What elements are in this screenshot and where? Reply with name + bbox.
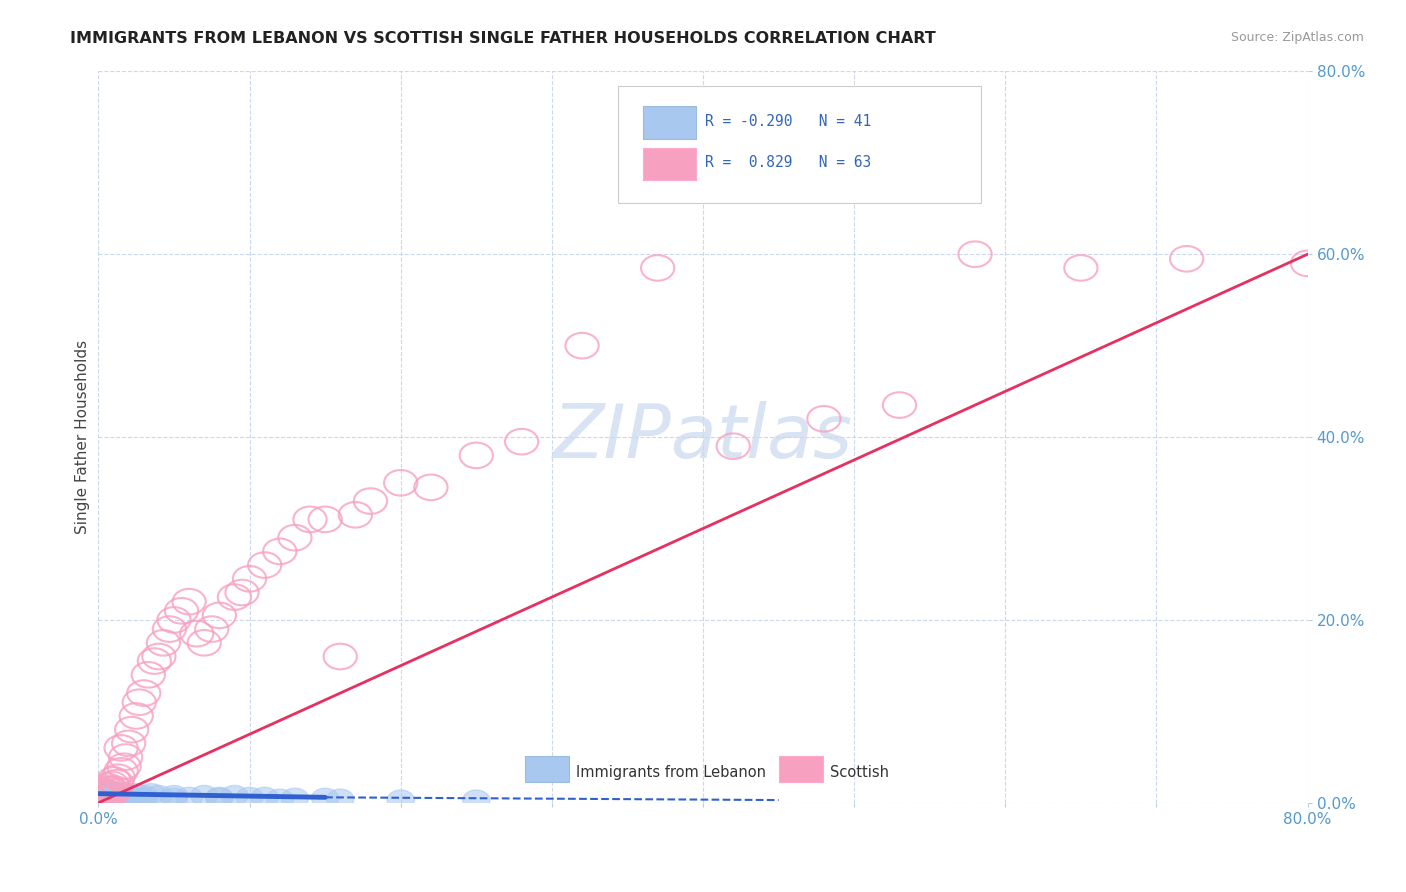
Ellipse shape xyxy=(100,781,127,802)
Ellipse shape xyxy=(252,788,278,807)
Ellipse shape xyxy=(94,783,121,804)
Text: R = -0.290   N = 41: R = -0.290 N = 41 xyxy=(706,113,872,128)
Ellipse shape xyxy=(138,783,165,804)
Ellipse shape xyxy=(160,786,187,805)
Ellipse shape xyxy=(87,789,115,808)
Ellipse shape xyxy=(221,786,247,805)
Ellipse shape xyxy=(205,789,233,808)
Text: R =  0.829   N = 63: R = 0.829 N = 63 xyxy=(706,155,872,170)
Ellipse shape xyxy=(105,786,134,805)
FancyBboxPatch shape xyxy=(526,756,569,782)
Ellipse shape xyxy=(90,786,117,805)
Ellipse shape xyxy=(115,786,142,805)
Ellipse shape xyxy=(100,786,127,805)
Ellipse shape xyxy=(107,788,135,807)
FancyBboxPatch shape xyxy=(619,86,981,203)
FancyBboxPatch shape xyxy=(779,756,823,782)
Ellipse shape xyxy=(122,783,150,804)
Ellipse shape xyxy=(131,789,157,808)
Ellipse shape xyxy=(115,789,142,808)
Ellipse shape xyxy=(205,788,233,807)
Ellipse shape xyxy=(145,786,173,805)
Ellipse shape xyxy=(387,790,415,810)
Ellipse shape xyxy=(131,786,157,805)
Ellipse shape xyxy=(87,783,115,804)
Ellipse shape xyxy=(93,779,120,799)
FancyBboxPatch shape xyxy=(643,106,696,138)
Ellipse shape xyxy=(176,788,202,807)
Text: Immigrants from Lebanon: Immigrants from Lebanon xyxy=(576,764,766,780)
Ellipse shape xyxy=(112,783,139,804)
Ellipse shape xyxy=(281,789,308,808)
Text: ZIPatlas: ZIPatlas xyxy=(553,401,853,473)
Ellipse shape xyxy=(191,786,218,805)
Ellipse shape xyxy=(96,781,122,802)
Text: IMMIGRANTS FROM LEBANON VS SCOTTISH SINGLE FATHER HOUSEHOLDS CORRELATION CHART: IMMIGRANTS FROM LEBANON VS SCOTTISH SING… xyxy=(70,31,936,46)
Ellipse shape xyxy=(103,783,131,804)
Text: Scottish: Scottish xyxy=(830,764,889,780)
Y-axis label: Single Father Households: Single Father Households xyxy=(75,340,90,534)
Ellipse shape xyxy=(463,790,489,810)
Ellipse shape xyxy=(91,786,118,805)
Ellipse shape xyxy=(236,788,263,807)
Ellipse shape xyxy=(160,789,187,808)
Ellipse shape xyxy=(326,789,354,809)
Ellipse shape xyxy=(93,783,120,804)
Ellipse shape xyxy=(110,781,136,802)
FancyBboxPatch shape xyxy=(643,148,696,180)
Ellipse shape xyxy=(97,786,124,805)
Text: Source: ZipAtlas.com: Source: ZipAtlas.com xyxy=(1230,31,1364,45)
Ellipse shape xyxy=(266,789,294,809)
Ellipse shape xyxy=(312,789,339,808)
Ellipse shape xyxy=(96,788,122,807)
Ellipse shape xyxy=(90,781,117,802)
Ellipse shape xyxy=(98,783,125,804)
